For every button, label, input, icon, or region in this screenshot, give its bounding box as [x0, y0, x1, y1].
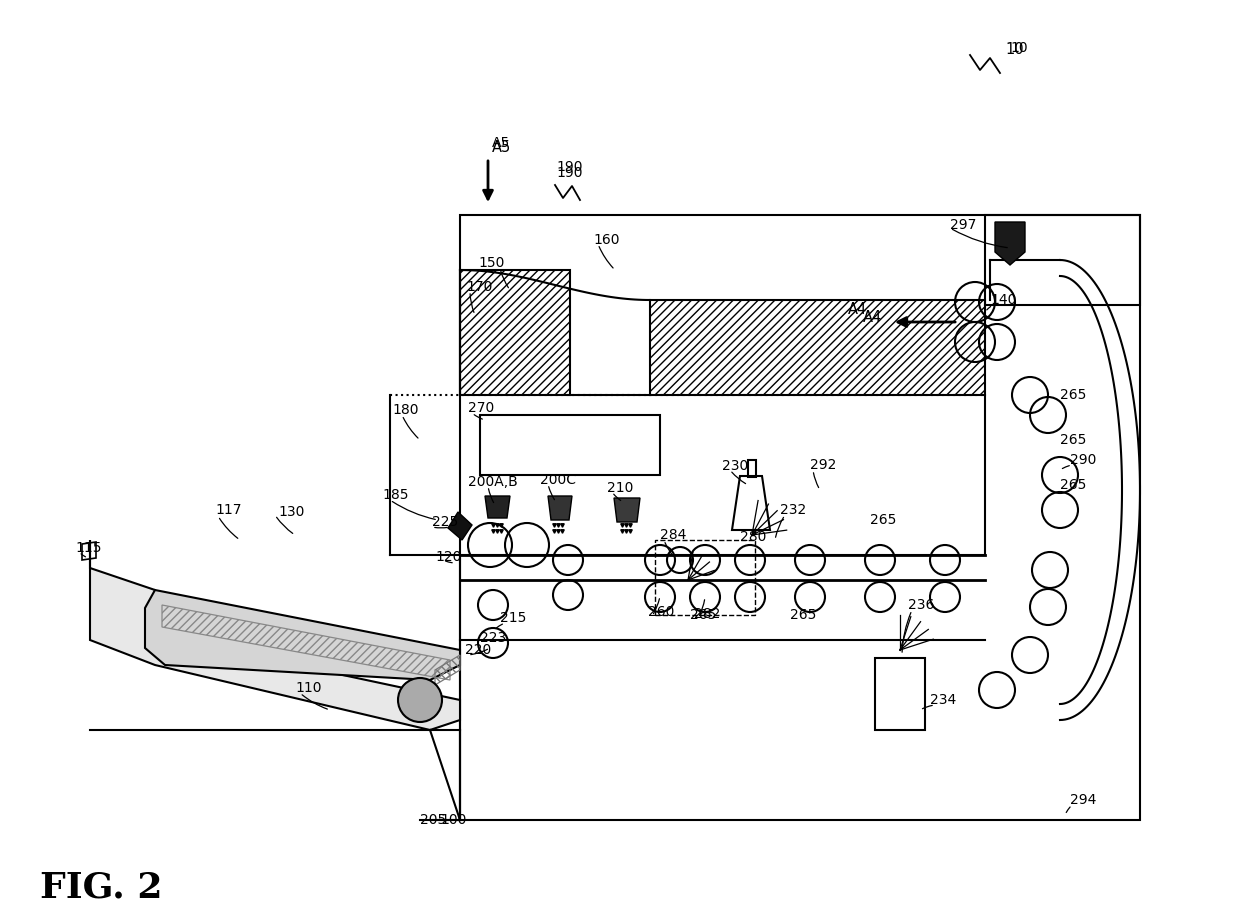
- Polygon shape: [91, 540, 460, 730]
- Bar: [748, 460, 756, 477]
- Text: 140: 140: [990, 293, 1017, 307]
- Polygon shape: [614, 498, 640, 522]
- Text: 234: 234: [930, 693, 956, 707]
- Polygon shape: [994, 222, 1025, 265]
- Text: 297: 297: [950, 218, 976, 232]
- Text: 10: 10: [1004, 43, 1024, 57]
- Text: 265: 265: [1060, 478, 1086, 492]
- Text: 270: 270: [467, 401, 495, 415]
- Text: A5: A5: [492, 140, 511, 155]
- Text: 236: 236: [908, 598, 935, 612]
- Circle shape: [398, 678, 441, 722]
- Text: 265: 265: [790, 608, 816, 622]
- Text: 280: 280: [740, 530, 766, 544]
- Text: 130: 130: [278, 505, 304, 519]
- Text: 150: 150: [477, 256, 505, 270]
- Text: 265: 265: [870, 513, 897, 527]
- Polygon shape: [145, 590, 460, 680]
- Text: 200C: 200C: [539, 473, 577, 487]
- Text: 220: 220: [465, 643, 491, 657]
- Text: 10: 10: [1011, 41, 1028, 55]
- Text: 225: 225: [432, 515, 459, 529]
- Polygon shape: [548, 496, 572, 520]
- Text: 265: 265: [1060, 388, 1086, 402]
- Text: 232: 232: [780, 503, 806, 517]
- Text: 284: 284: [660, 528, 687, 542]
- Text: FIG. 2: FIG. 2: [40, 870, 162, 904]
- Text: 200A,B: 200A,B: [467, 475, 518, 489]
- Text: 100: 100: [440, 813, 466, 827]
- Text: 110: 110: [295, 681, 321, 695]
- Text: A4: A4: [848, 302, 867, 318]
- Text: 210: 210: [608, 481, 634, 495]
- Text: A4: A4: [863, 310, 882, 325]
- Text: 294: 294: [1070, 793, 1096, 807]
- Text: 265: 265: [689, 608, 717, 622]
- Bar: [655, 540, 755, 615]
- Bar: [985, 215, 1140, 305]
- Text: 160: 160: [593, 233, 620, 247]
- Text: 180: 180: [392, 403, 419, 417]
- Text: 265: 265: [1060, 433, 1086, 447]
- Text: 117: 117: [215, 503, 242, 517]
- Text: 260: 260: [649, 605, 675, 619]
- Bar: [460, 215, 1140, 820]
- Polygon shape: [485, 496, 510, 518]
- Text: 215: 215: [500, 611, 526, 625]
- Text: 185: 185: [382, 488, 408, 502]
- Bar: [480, 415, 660, 475]
- Text: 115: 115: [74, 541, 102, 555]
- Bar: [875, 658, 925, 730]
- Text: 230: 230: [722, 459, 748, 473]
- Text: 190: 190: [556, 160, 583, 174]
- Text: 223: 223: [480, 631, 506, 645]
- Text: 292: 292: [810, 458, 836, 472]
- Text: 170: 170: [466, 280, 492, 294]
- Text: 120: 120: [435, 550, 461, 564]
- Text: 190: 190: [556, 166, 583, 180]
- Text: 290: 290: [1070, 453, 1096, 467]
- Text: 205: 205: [420, 813, 446, 827]
- Polygon shape: [448, 512, 472, 540]
- Text: 282: 282: [694, 607, 720, 621]
- Text: A5: A5: [492, 136, 510, 150]
